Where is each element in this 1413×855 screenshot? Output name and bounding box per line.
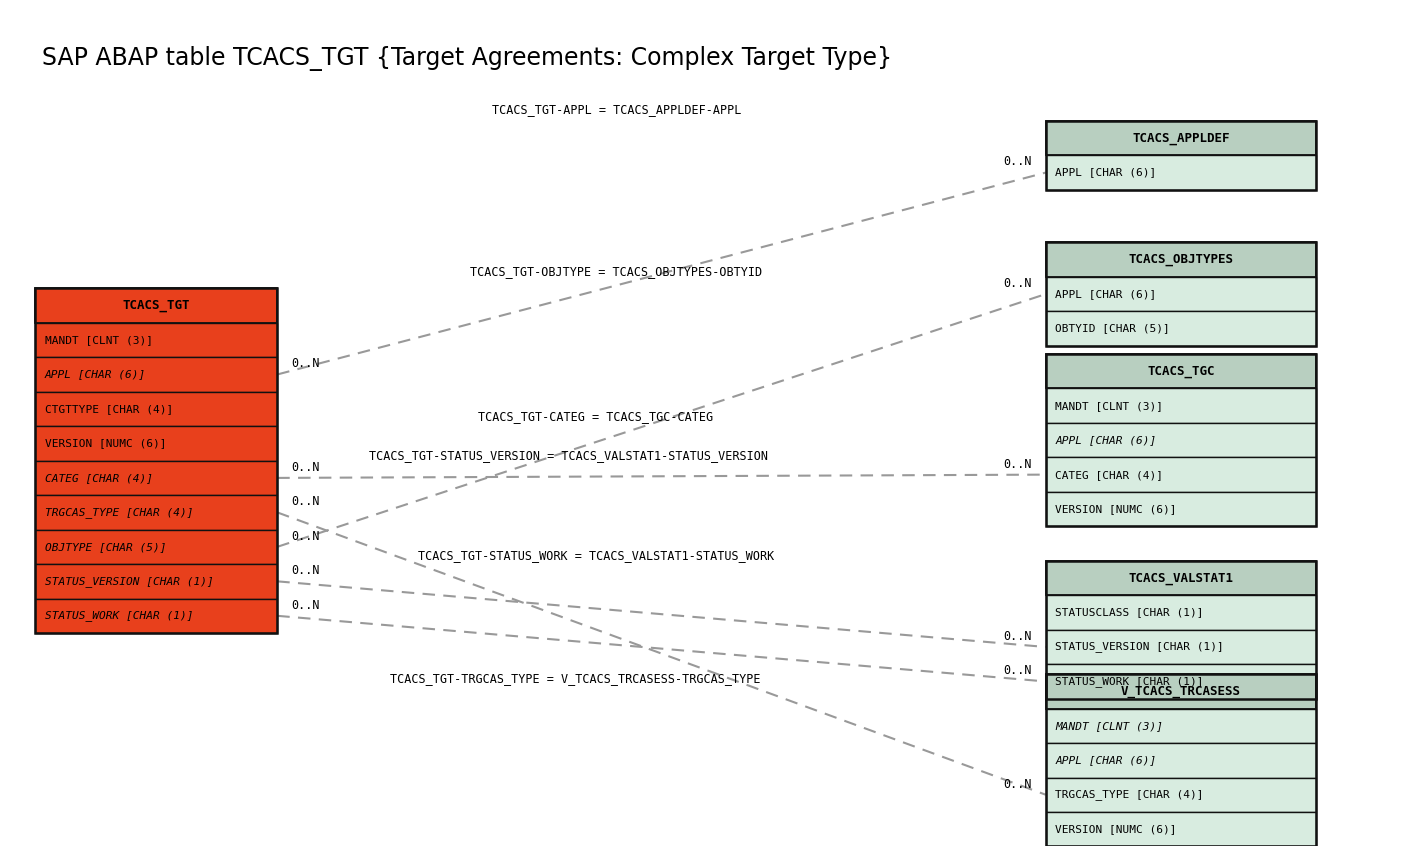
FancyBboxPatch shape — [35, 461, 277, 495]
FancyBboxPatch shape — [1046, 242, 1316, 277]
Text: CATEG [CHAR (4)]: CATEG [CHAR (4)] — [1056, 469, 1163, 480]
FancyBboxPatch shape — [1046, 630, 1316, 664]
Text: TCACS_TGT-APPL = TCACS_APPLDEF-APPL: TCACS_TGT-APPL = TCACS_APPLDEF-APPL — [492, 103, 742, 116]
FancyBboxPatch shape — [35, 529, 277, 564]
Text: 0..N: 0..N — [1003, 156, 1031, 168]
Text: TCACS_TGT-OBJTYPE = TCACS_OBJTYPES-OBTYID: TCACS_TGT-OBJTYPE = TCACS_OBJTYPES-OBTYI… — [471, 265, 763, 279]
Text: 0..N: 0..N — [1003, 457, 1031, 470]
Text: OBTYID [CHAR (5)]: OBTYID [CHAR (5)] — [1056, 323, 1170, 333]
FancyBboxPatch shape — [1046, 674, 1316, 709]
Text: 0..N: 0..N — [291, 357, 319, 370]
Text: VERSION [NUMC (6)]: VERSION [NUMC (6)] — [45, 439, 167, 448]
Text: STATUS_WORK [CHAR (1)]: STATUS_WORK [CHAR (1)] — [45, 610, 194, 622]
FancyBboxPatch shape — [35, 426, 277, 461]
FancyBboxPatch shape — [1046, 561, 1316, 595]
Text: TCACS_TGT-TRGCAS_TYPE = V_TCACS_TRCASESS-TRGCAS_TYPE: TCACS_TGT-TRGCAS_TYPE = V_TCACS_TRCASESS… — [390, 672, 760, 685]
Text: CATEG [CHAR (4)]: CATEG [CHAR (4)] — [45, 473, 153, 483]
Text: VERSION [NUMC (6)]: VERSION [NUMC (6)] — [1056, 504, 1177, 514]
Text: VERSION [NUMC (6)]: VERSION [NUMC (6)] — [1056, 824, 1177, 834]
Text: APPL [CHAR (6)]: APPL [CHAR (6)] — [1056, 755, 1157, 765]
Text: STATUSCLASS [CHAR (1)]: STATUSCLASS [CHAR (1)] — [1056, 608, 1204, 617]
Text: 0..N: 0..N — [1003, 664, 1031, 677]
Text: APPL [CHAR (6)]: APPL [CHAR (6)] — [1056, 289, 1157, 299]
FancyBboxPatch shape — [1046, 595, 1316, 630]
FancyBboxPatch shape — [1046, 457, 1316, 492]
FancyBboxPatch shape — [1046, 156, 1316, 190]
FancyBboxPatch shape — [35, 564, 277, 598]
Text: APPL [CHAR (6)]: APPL [CHAR (6)] — [1056, 435, 1157, 445]
FancyBboxPatch shape — [1046, 388, 1316, 423]
FancyBboxPatch shape — [1046, 664, 1316, 699]
Text: 0..N: 0..N — [1003, 630, 1031, 643]
FancyBboxPatch shape — [35, 598, 277, 633]
Text: TRGCAS_TYPE [CHAR (4)]: TRGCAS_TYPE [CHAR (4)] — [1056, 789, 1204, 800]
FancyBboxPatch shape — [35, 288, 277, 323]
FancyBboxPatch shape — [1046, 743, 1316, 777]
Text: MANDT [CLNT (3)]: MANDT [CLNT (3)] — [1056, 401, 1163, 410]
FancyBboxPatch shape — [1046, 121, 1316, 156]
Text: STATUS_VERSION [CHAR (1)]: STATUS_VERSION [CHAR (1)] — [45, 576, 213, 587]
Text: TCACS_TGT-STATUS_VERSION = TCACS_VALSTAT1-STATUS_VERSION: TCACS_TGT-STATUS_VERSION = TCACS_VALSTAT… — [369, 449, 767, 463]
Text: STATUS_VERSION [CHAR (1)]: STATUS_VERSION [CHAR (1)] — [1056, 641, 1224, 652]
FancyBboxPatch shape — [35, 495, 277, 529]
FancyBboxPatch shape — [1046, 709, 1316, 743]
Text: TCACS_TGC: TCACS_TGC — [1147, 365, 1215, 378]
FancyBboxPatch shape — [1046, 777, 1316, 812]
FancyBboxPatch shape — [1046, 812, 1316, 846]
FancyBboxPatch shape — [35, 323, 277, 357]
Text: 0..N: 0..N — [1003, 778, 1031, 791]
FancyBboxPatch shape — [35, 392, 277, 426]
FancyBboxPatch shape — [1046, 311, 1316, 345]
Text: CTGTTYPE [CHAR (4)]: CTGTTYPE [CHAR (4)] — [45, 404, 172, 414]
Text: 0..N: 0..N — [291, 598, 319, 611]
Text: TCACS_VALSTAT1: TCACS_VALSTAT1 — [1128, 571, 1234, 585]
Text: STATUS_WORK [CHAR (1)]: STATUS_WORK [CHAR (1)] — [1056, 676, 1204, 687]
Text: 0..N: 0..N — [291, 564, 319, 577]
FancyBboxPatch shape — [1046, 354, 1316, 388]
Text: OBJTYPE [CHAR (5)]: OBJTYPE [CHAR (5)] — [45, 542, 167, 551]
Text: TCACS_OBJTYPES: TCACS_OBJTYPES — [1128, 253, 1234, 266]
Text: 0..N: 0..N — [291, 495, 319, 508]
Text: 0..N: 0..N — [1003, 277, 1031, 290]
Text: V_TCACS_TRCASESS: V_TCACS_TRCASESS — [1121, 685, 1241, 698]
Text: 0..N: 0..N — [291, 461, 319, 474]
Text: TCACS_TGT: TCACS_TGT — [123, 299, 189, 312]
Text: SAP ABAP table TCACS_TGT {Target Agreements: Complex Target Type}: SAP ABAP table TCACS_TGT {Target Agreeme… — [42, 46, 892, 71]
FancyBboxPatch shape — [35, 357, 277, 392]
Text: APPL [CHAR (6)]: APPL [CHAR (6)] — [45, 369, 146, 380]
Text: APPL [CHAR (6)]: APPL [CHAR (6)] — [1056, 168, 1157, 178]
FancyBboxPatch shape — [1046, 423, 1316, 457]
FancyBboxPatch shape — [1046, 277, 1316, 311]
Text: MANDT [CLNT (3)]: MANDT [CLNT (3)] — [1056, 721, 1163, 731]
Text: TRGCAS_TYPE [CHAR (4)]: TRGCAS_TYPE [CHAR (4)] — [45, 507, 194, 518]
FancyBboxPatch shape — [1046, 492, 1316, 527]
Text: MANDT [CLNT (3)]: MANDT [CLNT (3)] — [45, 335, 153, 345]
Text: TCACS_APPLDEF: TCACS_APPLDEF — [1132, 132, 1229, 144]
Text: 0..N: 0..N — [291, 530, 319, 543]
Text: TCACS_TGT-CATEG = TCACS_TGC-CATEG: TCACS_TGT-CATEG = TCACS_TGC-CATEG — [478, 410, 714, 423]
Text: TCACS_TGT-STATUS_WORK = TCACS_VALSTAT1-STATUS_WORK: TCACS_TGT-STATUS_WORK = TCACS_VALSTAT1-S… — [418, 549, 774, 562]
